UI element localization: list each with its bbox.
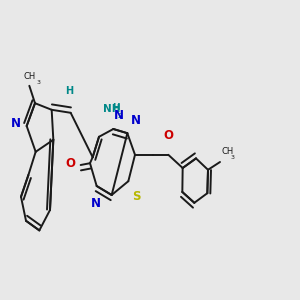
Text: CH: CH: [222, 147, 234, 156]
Text: N: N: [91, 197, 101, 210]
Text: 3: 3: [37, 80, 41, 85]
Text: N: N: [11, 117, 21, 130]
Text: 3: 3: [231, 155, 235, 160]
Text: CH: CH: [23, 72, 35, 81]
Text: N: N: [131, 114, 141, 127]
Text: O: O: [163, 129, 173, 142]
Text: 2: 2: [118, 113, 122, 119]
Text: H: H: [65, 86, 73, 96]
Text: N: N: [114, 109, 124, 122]
Text: S: S: [132, 190, 140, 203]
Text: NH: NH: [103, 104, 121, 114]
Text: H: H: [112, 103, 120, 112]
Text: O: O: [66, 157, 76, 170]
